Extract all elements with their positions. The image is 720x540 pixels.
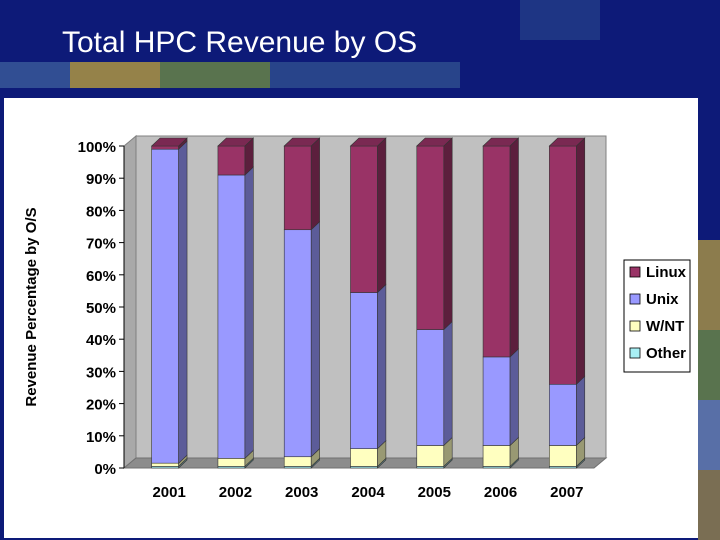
bar-side-unix: [443, 320, 453, 447]
x-tick-label: 2002: [219, 484, 252, 501]
decor-block-1: [0, 62, 70, 88]
bar-segment-unix: [549, 383, 577, 446]
x-tick-label: 2001: [152, 484, 185, 501]
bar-segment-unix: [217, 174, 246, 459]
y-tick-label: 60%: [86, 268, 116, 285]
y-tick-label: 0%: [94, 461, 116, 478]
legend-label-unix: Unix: [646, 291, 679, 308]
decor-block-2: [70, 62, 160, 88]
bar-top-cap: [283, 137, 321, 147]
y-tick-label: 30%: [86, 364, 116, 381]
y-tick-label: 40%: [86, 332, 116, 349]
y-tick-label: 70%: [86, 236, 116, 253]
x-tick-label: 2007: [550, 484, 583, 501]
bar-segment-linux: [283, 145, 312, 231]
bar-segment-linux: [217, 145, 246, 176]
x-tick-label: 2003: [285, 484, 318, 501]
decor-block-9: [698, 470, 720, 540]
bar-segment-unix: [416, 329, 445, 446]
bar-segment-w-nt: [151, 462, 179, 467]
y-tick-label: 20%: [86, 397, 116, 414]
x-tick-label: 2006: [484, 484, 517, 501]
bar-top-cap: [150, 137, 188, 147]
bar-segment-w-nt: [283, 456, 312, 467]
bar-segment-unix: [283, 229, 312, 458]
legend-swatch-linux: [629, 266, 641, 278]
y-axis-label: Revenue Percentage by O/S: [23, 207, 40, 406]
x-tick-label: 2004: [351, 484, 385, 501]
y-tick-label: 10%: [86, 429, 116, 446]
legend-label-w-nt: W/NT: [646, 318, 684, 335]
legend-label-linux: Linux: [646, 264, 687, 281]
bar-side-unix: [509, 348, 519, 447]
bar-side-linux: [310, 137, 320, 231]
bar-top-cap: [349, 137, 387, 147]
bar-side-unix: [576, 375, 586, 447]
plot-side-wall: [123, 134, 137, 470]
bar-side-unix: [178, 140, 188, 464]
bar-side-linux: [509, 137, 519, 358]
legend-swatch-unix: [629, 293, 641, 305]
y-tick-label: 50%: [86, 300, 116, 317]
decor-block-8: [698, 400, 720, 470]
slide-title: Total HPC Revenue by OS: [62, 26, 418, 59]
bar-segment-linux: [549, 145, 577, 385]
bar-segment-unix: [350, 292, 378, 449]
bar-segment-linux: [151, 145, 179, 150]
y-tick-label: 100%: [78, 139, 116, 156]
legend-swatch-w-nt: [629, 320, 641, 332]
stacked-bar-chart: 0% 10% 20% 30% 40% 50% 60% 70% 80% 90% 100% Revenue…: [23, 134, 691, 501]
bar-segment-w-nt: [482, 445, 511, 467]
bar-segment-w-nt: [549, 445, 577, 467]
decor-block-3: [160, 62, 270, 88]
decor-block-5: [520, 0, 600, 40]
y-tick-label: 90%: [86, 171, 116, 188]
bar-segment-linux: [350, 145, 378, 293]
bar-top-cap: [416, 137, 453, 147]
legend-label-other: Other: [646, 345, 686, 362]
bar-segment-linux: [416, 145, 445, 330]
bar-side-linux: [377, 137, 387, 294]
bar-segment-w-nt: [416, 445, 445, 467]
bar-top-cap: [217, 137, 255, 147]
bar-side-unix: [377, 283, 387, 450]
legend-swatch-other: [629, 347, 641, 359]
bar-segment-unix: [151, 148, 179, 464]
x-tick-label: 2005: [418, 484, 451, 501]
bar-side-unix: [244, 166, 254, 460]
decor-block-6: [698, 240, 720, 330]
bar-segment-unix: [482, 356, 511, 446]
bar-side-linux: [443, 137, 453, 331]
bar-side-linux: [576, 137, 586, 385]
chart-panel: 0% 10% 20% 30% 40% 50% 60% 70% 80% 90% 100% Revenue…: [4, 98, 698, 538]
y-tick-label: 80%: [86, 203, 116, 220]
bar-segment-w-nt: [350, 448, 378, 467]
bar-side-unix: [310, 221, 320, 458]
bar-top-cap: [548, 137, 586, 147]
bar-segment-linux: [482, 145, 511, 358]
bar-segment-w-nt: [217, 458, 246, 467]
bar-top-cap: [482, 137, 520, 147]
decor-block-7: [698, 330, 720, 400]
decor-block-4: [270, 62, 460, 88]
